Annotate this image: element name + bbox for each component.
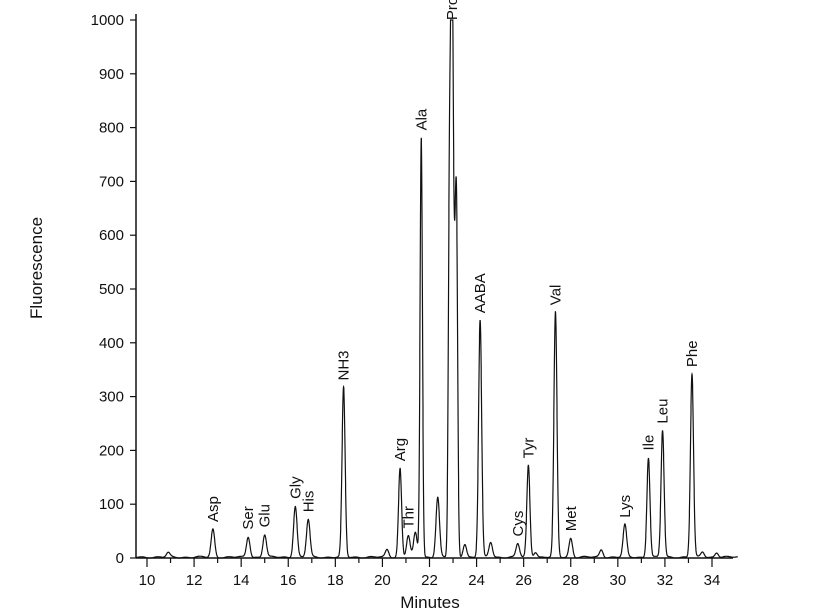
peak-label-leu: Leu xyxy=(655,399,672,424)
x-tick-label: 20 xyxy=(374,572,391,589)
x-tick-label: 22 xyxy=(421,572,438,589)
x-tick-label: 12 xyxy=(186,572,203,589)
x-tick-label: 14 xyxy=(233,572,250,589)
y-tick-label: 0 xyxy=(116,550,124,567)
peak-label-arg: Arg xyxy=(392,438,409,461)
peak-label-nh3: NH3 xyxy=(336,350,353,380)
y-tick-label: 700 xyxy=(99,173,124,190)
peak-label-glu: Glu xyxy=(257,504,274,527)
peak-label-tyr: Tyr xyxy=(520,438,537,459)
y-axis-ticks: 0 100 200 300 400 500 600 700 800 900 1000 xyxy=(91,12,136,567)
x-tick-label: 30 xyxy=(609,572,626,589)
x-axis-ticks: 10 12 14 16 18 20 22 24 26 28 30 32 34 xyxy=(139,558,721,589)
x-axis-title: Minutes xyxy=(400,593,460,612)
peak-label-phe: Phe xyxy=(684,340,701,367)
y-tick-label: 300 xyxy=(99,389,124,406)
x-tick-label: 34 xyxy=(704,572,721,589)
y-tick-label: 400 xyxy=(99,335,124,352)
peak-label-pro: Pro xyxy=(444,0,461,20)
y-tick-label: 500 xyxy=(99,281,124,298)
x-tick-label: 18 xyxy=(327,572,344,589)
x-tick-label: 10 xyxy=(139,572,156,589)
y-axis-title: Fluorescence xyxy=(27,217,46,319)
x-tick-label: 16 xyxy=(280,572,297,589)
peak-label-his: His xyxy=(300,491,317,513)
peak-label-aaba: AABA xyxy=(472,273,489,313)
y-tick-label: 1000 xyxy=(91,12,124,29)
peak-label-ala: Ala xyxy=(413,108,430,130)
peak-label-thr: Thr xyxy=(400,506,417,529)
y-tick-label: 200 xyxy=(99,442,124,459)
peak-label-gly: Gly xyxy=(287,476,304,499)
peak-label-ile: Ile xyxy=(640,435,657,451)
x-tick-label: 26 xyxy=(515,572,532,589)
y-tick-label: 800 xyxy=(99,120,124,137)
peak-label-val: Val xyxy=(547,285,564,306)
peak-label-cys: Cys xyxy=(510,511,527,537)
y-tick-label: 900 xyxy=(99,66,124,83)
peak-label-ser: Ser xyxy=(240,506,257,529)
x-tick-label: 24 xyxy=(468,572,485,589)
peak-label-met: Met xyxy=(563,505,580,531)
x-tick-label: 32 xyxy=(657,572,674,589)
peak-label-asp: Asp xyxy=(205,496,222,522)
chromatogram-trace xyxy=(136,19,738,559)
y-tick-label: 100 xyxy=(99,496,124,513)
x-tick-label: 28 xyxy=(562,572,579,589)
peak-label-lys: Lys xyxy=(617,495,634,518)
y-tick-label: 600 xyxy=(99,227,124,244)
